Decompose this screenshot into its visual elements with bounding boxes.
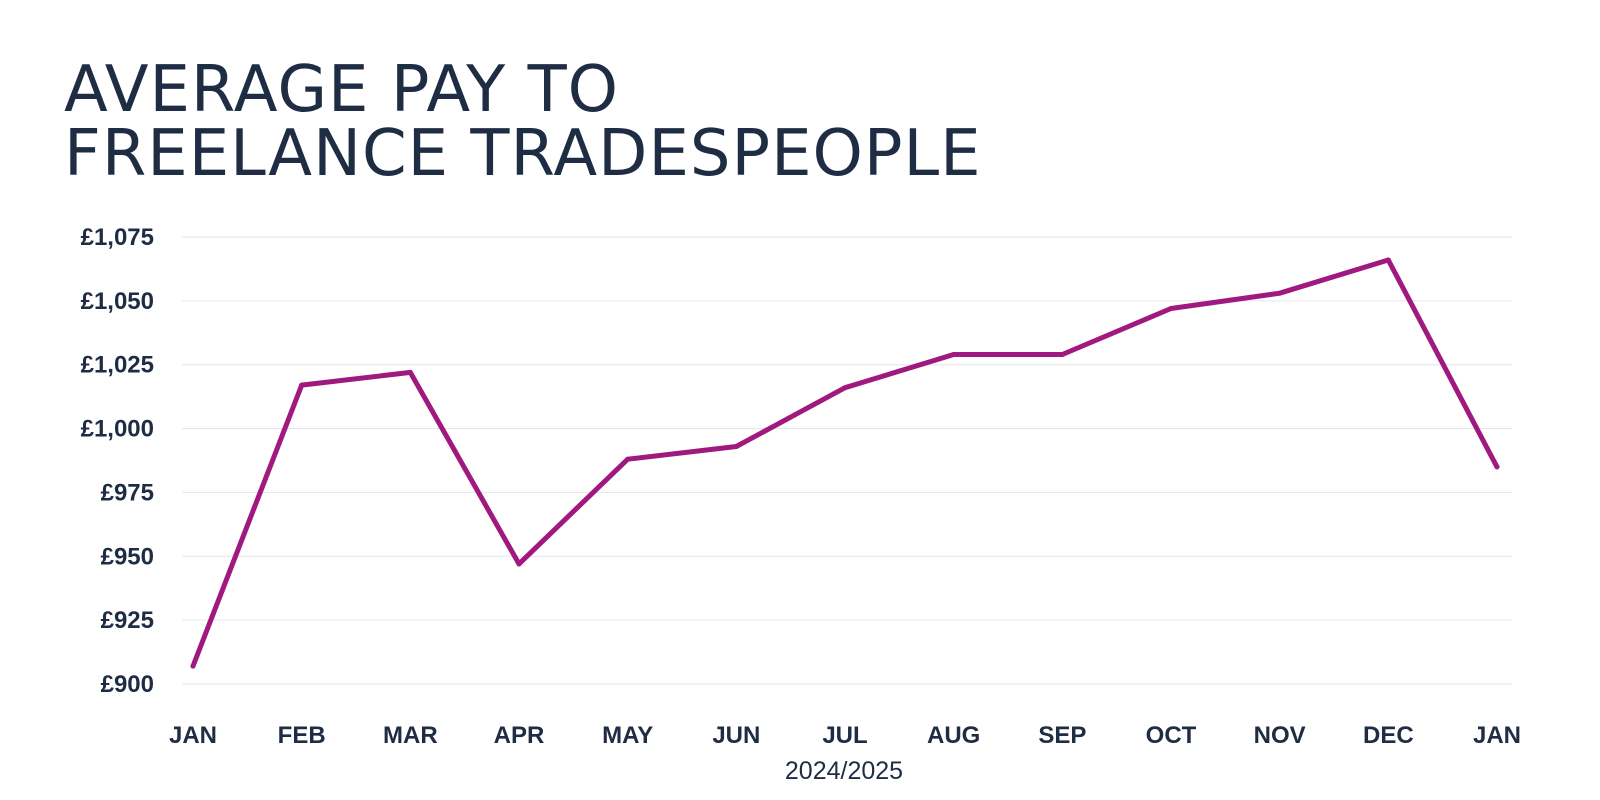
x-tick-label: JUL: [822, 722, 867, 749]
data-point: [190, 663, 196, 669]
chart-title-line-1: AVERAGE PAY TO: [64, 53, 620, 127]
series-layer: [190, 257, 1500, 669]
y-tick-label: £950: [101, 543, 154, 570]
y-tick-label: £1,000: [81, 416, 154, 443]
chart-title: AVERAGE PAY TO FREELANCE TRADESPEOPLE: [64, 58, 1264, 186]
x-tick-label: FEB: [278, 722, 326, 749]
x-tick-label: SEP: [1038, 722, 1086, 749]
data-point: [1385, 257, 1391, 263]
series-line: [190, 257, 1500, 669]
y-tick-label: £1,075: [81, 224, 154, 251]
y-tick-label: £975: [101, 479, 154, 506]
y-tick-label: £900: [101, 671, 154, 698]
data-point: [951, 351, 957, 357]
x-tick-label: JAN: [169, 722, 217, 749]
data-point: [625, 456, 631, 462]
x-tick-label: MAR: [383, 722, 438, 749]
data-point: [299, 382, 305, 388]
x-tick-label: DEC: [1363, 722, 1414, 749]
y-axis-tick-labels: £900 £925 £950 £975 £1,000 £1,025 £1,050 £1,075: [81, 224, 154, 698]
data-point: [516, 561, 522, 567]
data-point: [733, 443, 739, 449]
y-tick-label: £925: [101, 607, 154, 634]
x-tick-label: AUG: [927, 722, 980, 749]
x-axis-title: 2024/2025: [785, 757, 903, 785]
data-point: [407, 369, 413, 375]
x-tick-label: MAY: [602, 722, 653, 749]
y-tick-label: £1,050: [81, 288, 154, 315]
x-tick-label: JUN: [712, 722, 760, 749]
data-point: [1059, 351, 1065, 357]
y-tick-label: £1,025: [81, 352, 154, 379]
x-tick-label: OCT: [1146, 722, 1197, 749]
x-axis-tick-labels: JAN FEB MAR APR MAY JUN JUL AUG SEP OCT NOV DEC JAN: [169, 722, 1521, 749]
x-tick-label: JAN: [1473, 722, 1521, 749]
gridlines: [182, 236, 1512, 685]
data-point: [1168, 306, 1174, 312]
x-tick-label: NOV: [1254, 722, 1306, 749]
data-point: [842, 385, 848, 391]
x-tick-label: APR: [494, 722, 545, 749]
data-point: [1277, 290, 1283, 296]
chart-title-line-2: FREELANCE TRADESPEOPLE: [64, 117, 982, 191]
data-point: [1494, 464, 1500, 470]
